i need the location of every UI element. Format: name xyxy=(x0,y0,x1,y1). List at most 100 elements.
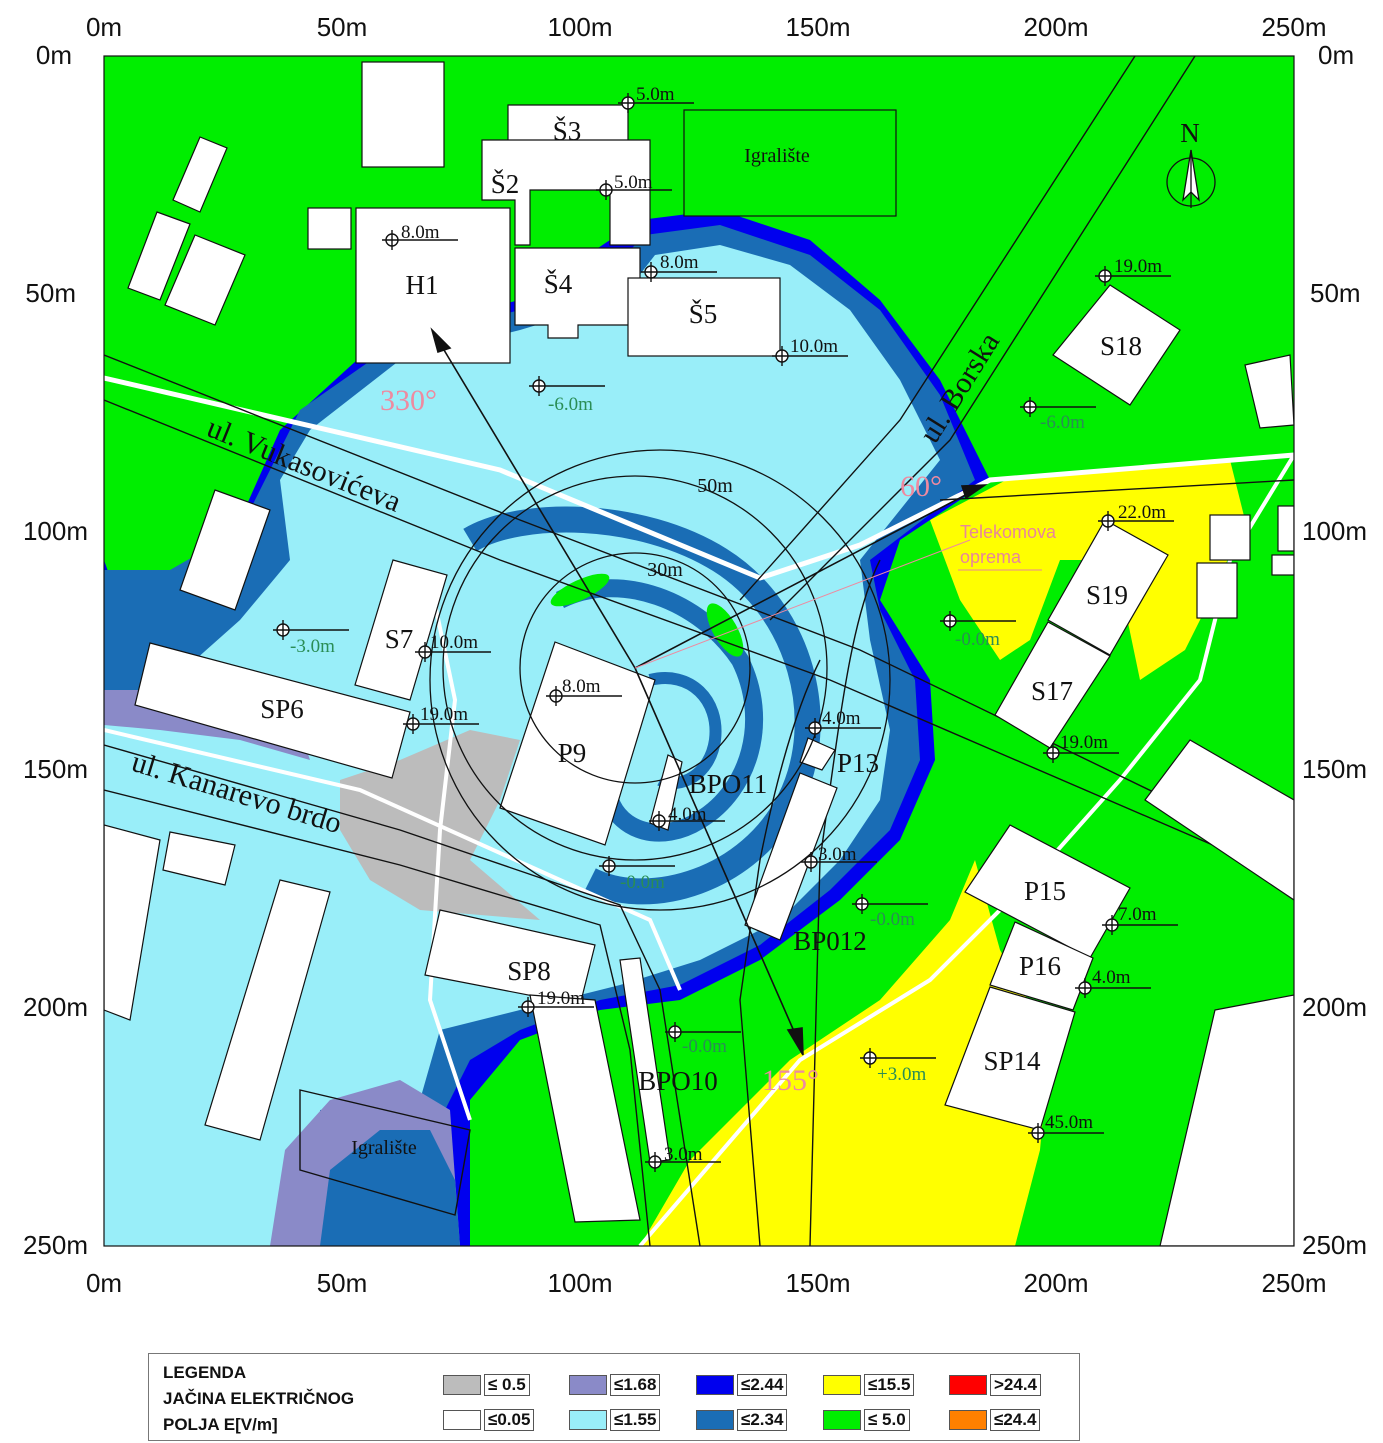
ring-50m xyxy=(442,475,828,861)
measurement-point-icon xyxy=(1102,915,1178,935)
label-sp6: SP6 xyxy=(260,694,304,724)
legend-label: ≤24.4 xyxy=(990,1409,1041,1431)
height-label: -0.0m xyxy=(955,629,1000,650)
measurement-point-icon xyxy=(618,93,694,113)
measurement-point-icon xyxy=(518,997,594,1017)
building-nw-1 xyxy=(172,136,228,213)
road-mid-white xyxy=(427,579,472,1121)
legend-label: ≤15.5 xyxy=(864,1374,915,1396)
north-arrow-icon xyxy=(1166,149,1216,208)
legend-swatch xyxy=(823,1375,861,1395)
building-sw-1 xyxy=(104,824,161,1021)
line-to-telecom xyxy=(634,539,971,669)
building-s7 xyxy=(354,559,448,701)
height-label: 45.0m xyxy=(1045,1112,1093,1133)
field-zone-steel-sw xyxy=(320,1130,460,1246)
legend-swatch xyxy=(949,1375,987,1395)
azimuth-330: 330° xyxy=(380,384,437,417)
field-zone-yellow-east xyxy=(930,460,1245,680)
legend-swatch xyxy=(569,1375,607,1395)
label-s18: S18 xyxy=(1100,331,1142,361)
height-label: 19.0m xyxy=(420,704,468,725)
field-map: 0m 50m 100m 150m 200m 250m 0m 50m 100m 1… xyxy=(23,12,1367,1298)
legend-item: ≤ 0.5 xyxy=(443,1374,530,1396)
height-label: 10.0m xyxy=(430,632,478,653)
building-e-1 xyxy=(1244,354,1294,429)
label-playground-top: Igralište xyxy=(744,145,810,167)
measurement-point-icon xyxy=(1043,743,1119,763)
measurement-point-icon xyxy=(801,852,877,872)
tick-left-100: 100m xyxy=(23,516,88,546)
measurement-point-icon xyxy=(665,1022,741,1042)
building-p13 xyxy=(799,737,836,771)
tick-right-0: 0m xyxy=(1318,40,1354,70)
field-spot-green-2 xyxy=(706,603,744,657)
legend-label: ≤1.68 xyxy=(610,1374,661,1396)
arrowhead-155 xyxy=(786,1027,804,1056)
height-label: -6.0m xyxy=(548,394,593,415)
arrowhead-330 xyxy=(430,327,452,354)
field-spot-green-1 xyxy=(550,573,610,607)
tick-bottom-50: 50m xyxy=(317,1268,368,1298)
tick-left-150: 150m xyxy=(23,754,88,784)
tick-left-0: 0m xyxy=(36,40,72,70)
height-label: 5.0m xyxy=(636,84,675,105)
road-edge-6 xyxy=(739,659,821,1246)
measurement-point-icon xyxy=(852,894,928,914)
height-label: 8.0m xyxy=(660,252,699,273)
tick-right-50: 50m xyxy=(1310,278,1361,308)
label-sp14: SP14 xyxy=(983,1046,1041,1076)
legend-label: ≤ 0.5 xyxy=(484,1374,530,1396)
arrow-330 xyxy=(437,339,636,669)
tick-bottom-250: 250m xyxy=(1261,1268,1326,1298)
height-label: 4.0m xyxy=(1092,967,1131,988)
azimuth-labels: 330° 60° 155° Telekomova oprema xyxy=(380,384,1057,1097)
building-e-2 xyxy=(1209,514,1251,561)
tick-left-50: 50m xyxy=(25,278,76,308)
label-h1: H1 xyxy=(406,270,439,300)
telecom-label-1: Telekomova xyxy=(960,522,1057,542)
legend-item: ≤1.55 xyxy=(569,1409,661,1431)
measurement-point-icon xyxy=(1020,397,1096,417)
measurement-point-icon xyxy=(382,230,458,250)
building-nw-2 xyxy=(127,211,191,301)
legend: LEGENDA JAČINA ELEKTRIČNOG POLJA E[V/m] … xyxy=(148,1353,1080,1441)
legend-swatch xyxy=(696,1375,734,1395)
ring-label-30m: 30m xyxy=(647,559,683,581)
legend-label: ≤2.44 xyxy=(737,1374,788,1396)
road-edge-3 xyxy=(104,744,701,1246)
ring-outer xyxy=(429,449,891,911)
field-zone-yellow-south xyxy=(640,860,1050,1246)
legend-swatch xyxy=(696,1410,734,1430)
building-p9 xyxy=(499,641,656,846)
building-nw-block xyxy=(361,61,445,168)
measurement-point-icon xyxy=(940,611,1016,631)
tick-left-200: 200m xyxy=(23,992,88,1022)
tick-bottom-100: 100m xyxy=(547,1268,612,1298)
legend-swatch xyxy=(823,1410,861,1430)
height-label: 3.0m xyxy=(818,844,857,865)
road-edge-2 xyxy=(104,399,1294,881)
building-s18 xyxy=(1052,284,1181,406)
building-bpo12 xyxy=(744,772,838,941)
measurement-point-icon xyxy=(415,642,491,662)
building-sw-2 xyxy=(162,831,236,886)
height-label: -0.0m xyxy=(682,1036,727,1057)
building-sw-3 xyxy=(204,879,331,1141)
measurement-point-icon xyxy=(1075,978,1151,998)
road-edges xyxy=(104,56,1294,1246)
height-label: 7.0m xyxy=(1118,904,1157,925)
tick-bottom-200: 200m xyxy=(1023,1268,1088,1298)
height-label: 5.0m xyxy=(614,172,653,193)
tick-right-250: 250m xyxy=(1302,1230,1367,1260)
building-h1 xyxy=(355,207,511,364)
road-edge-5 xyxy=(939,479,1294,501)
field-spiral-core xyxy=(648,672,722,790)
measurement-point-icon xyxy=(599,856,675,876)
height-label: 4.0m xyxy=(668,804,707,825)
height-label: -6.0m xyxy=(1040,412,1085,433)
axis-right: 0m 50m 100m 150m 200m 250m xyxy=(1302,40,1367,1260)
tick-top-250: 250m xyxy=(1261,12,1326,42)
road-edge-7 xyxy=(809,559,881,1246)
tick-left-250: 250m xyxy=(23,1230,88,1260)
